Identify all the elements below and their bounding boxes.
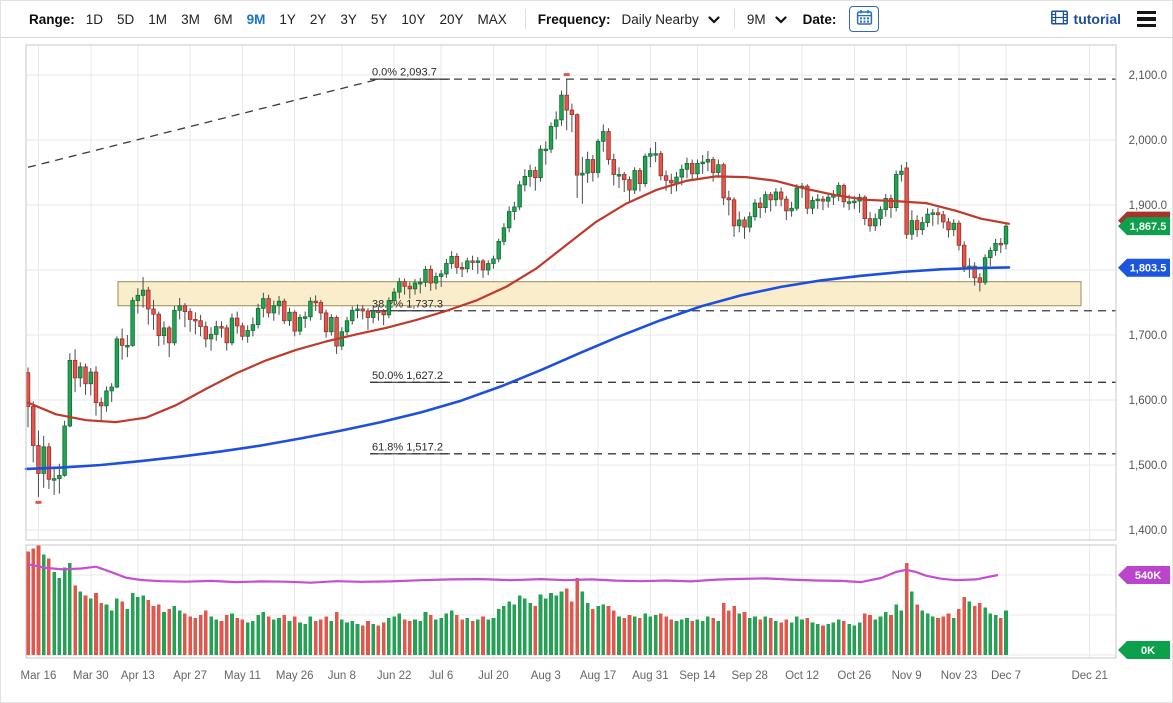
toolbar: Range: 1D 5D 1M 3M 6M 9M 1Y 2Y 3Y 5Y 10Y 20Y MAX Fre… — [1, 1, 1172, 38]
range-option-1d[interactable]: 1D — [85, 11, 104, 27]
volume-bars — [26, 545, 1008, 655]
gridlines — [26, 45, 1116, 658]
x-axis-label: May 11 — [224, 670, 261, 682]
x-axis-label: Nov 9 — [892, 670, 922, 682]
range-option-max[interactable]: MAX — [477, 11, 507, 27]
open-interest-badge-text: 540K — [1135, 570, 1161, 582]
fib-trendline — [27, 78, 380, 168]
toolbar-right: tutorial — [1050, 9, 1158, 29]
range-option-9m[interactable]: 9M — [246, 11, 266, 27]
y-axis-label: 1,700.0 — [1129, 330, 1167, 342]
fib-level-label: 61.8% 1,517.2 — [372, 441, 443, 453]
volume-pane-frame — [25, 544, 1117, 659]
slow-ma-price-badge-text: 1,803.5 — [1130, 263, 1167, 275]
slow-ma-price-badge: 1,803.5 — [1118, 258, 1170, 277]
y-axis-label: 1,500.0 — [1129, 460, 1167, 472]
x-axis-labels: Mar 16 Mar 30 Apr 13 Apr 27 May 11 May 26 Jun … — [21, 670, 1108, 682]
last-price-badge: 1,867.5 — [1118, 217, 1170, 236]
range-option-2y[interactable]: 2Y — [309, 11, 327, 27]
range-option-3m[interactable]: 3M — [181, 11, 200, 27]
x-axis-label: May 26 — [276, 670, 314, 682]
hamburger-bar — [1137, 23, 1156, 27]
range-label: Range: — [29, 11, 75, 27]
frequency-dropdown[interactable]: Daily Nearby — [622, 11, 720, 27]
date-picker-button[interactable] — [849, 6, 880, 32]
x-axis-label: Jun 8 — [328, 670, 356, 682]
x-axis-label: Nov 23 — [941, 670, 977, 682]
y-axis-label: 1,900.0 — [1129, 200, 1167, 212]
x-axis-label: Aug 3 — [531, 670, 561, 682]
chart-canvas[interactable]: 0.0% 2,093.7 38.2% 1,737.3 50.0% 1,627.2 61… — [1, 38, 1172, 702]
range-option-1m[interactable]: 1M — [148, 11, 168, 27]
ma-slow-line — [24, 266, 1011, 471]
chevron-down-icon — [774, 12, 787, 27]
date-label: Date: — [802, 11, 837, 27]
hamburger-menu-button[interactable] — [1135, 9, 1158, 29]
x-axis-label: Jul 20 — [478, 670, 509, 682]
tutorial-link[interactable]: tutorial — [1050, 10, 1121, 28]
fib-level-label: 50.0% 1,627.2 — [372, 370, 443, 382]
hamburger-bar — [1137, 11, 1156, 15]
calendar-icon — [856, 9, 873, 29]
x-axis-label: Aug 31 — [632, 670, 668, 682]
range-selector: 1D 5D 1M 3M 6M 9M 1Y 2Y 3Y 5Y 10Y 20Y MAX — [86, 12, 521, 27]
x-axis-label: Mar 16 — [21, 670, 57, 682]
price-pane-frame — [25, 44, 1117, 541]
x-axis-label: Sep 28 — [732, 670, 768, 682]
range-option-20y[interactable]: 20Y — [439, 11, 464, 27]
fib-level-label: 0.0% 2,093.7 — [372, 67, 437, 79]
ma-fast-line — [26, 175, 1011, 424]
range-option-1y[interactable]: 1Y — [279, 11, 296, 27]
range-option-6m[interactable]: 6M — [213, 11, 233, 27]
frequency-value: Daily Nearby — [621, 11, 699, 27]
y-axis-labels: 2,100.0 2,000.0 1,900.0 1,700.0 1,600.0 1,500… — [1129, 70, 1167, 537]
toolbar-divider — [733, 9, 735, 29]
frequency-label: Frequency: — [537, 11, 611, 27]
x-axis-label: Jul 6 — [429, 670, 453, 682]
period-dropdown[interactable]: 9M — [747, 11, 787, 27]
high-marker — [563, 73, 570, 77]
last-price-badge-text: 1,867.5 — [1130, 221, 1167, 233]
period-value: 9M — [746, 11, 766, 27]
range-option-10y[interactable]: 10Y — [401, 11, 426, 27]
range-option-5y[interactable]: 5Y — [370, 11, 388, 27]
x-axis-label: Oct 12 — [785, 670, 819, 682]
open-interest-badge: 540K — [1118, 566, 1170, 584]
open-interest-line — [27, 563, 999, 584]
x-axis-label: Jun 22 — [377, 670, 412, 682]
x-axis-label: Sep 14 — [679, 670, 716, 682]
y-axis-label: 1,400.0 — [1129, 525, 1167, 537]
y-axis-label: 2,000.0 — [1129, 135, 1167, 147]
film-icon — [1050, 10, 1068, 28]
x-axis-label: Aug 17 — [580, 670, 616, 682]
x-axis-label: Apr 27 — [173, 670, 207, 682]
y-axis-label: 2,100.0 — [1129, 70, 1167, 82]
volume-zero-badge-text: 0K — [1141, 645, 1155, 657]
tutorial-label: tutorial — [1073, 11, 1121, 27]
range-option-3y[interactable]: 3Y — [340, 11, 357, 27]
chevron-down-icon — [708, 12, 720, 27]
x-axis-label: Dec 21 — [1071, 670, 1107, 682]
x-axis-label: Apr 13 — [121, 670, 155, 682]
low-marker — [35, 500, 42, 504]
range-option-5d[interactable]: 5D — [117, 11, 135, 27]
hamburger-bar — [1137, 17, 1156, 21]
fib-level-label: 38.2% 1,737.3 — [372, 298, 443, 310]
x-axis-label: Mar 30 — [73, 670, 109, 682]
candlestick-series — [25, 79, 1009, 497]
x-axis-label: Dec 7 — [991, 670, 1021, 682]
toolbar-divider — [524, 9, 526, 29]
volume-zero-badge: 0K — [1118, 641, 1170, 659]
x-axis-label: Oct 26 — [837, 670, 871, 682]
y-axis-label: 1,600.0 — [1129, 395, 1167, 407]
